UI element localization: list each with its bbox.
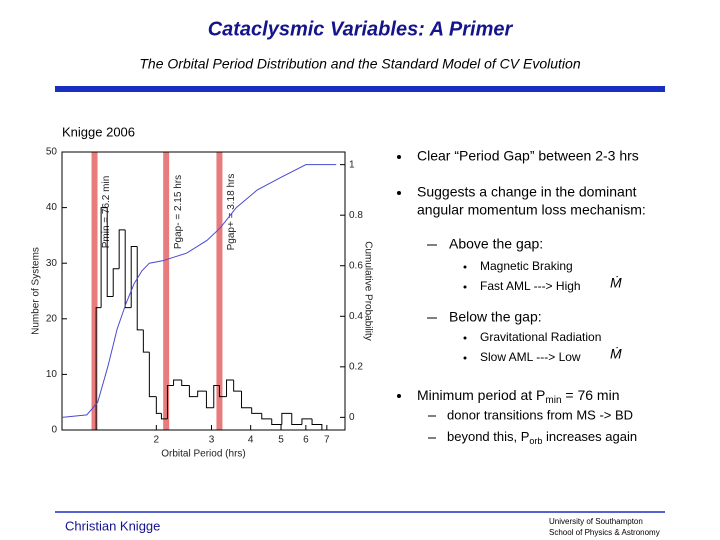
- subscript: min: [545, 395, 561, 406]
- annotation-label: Pgap+ = 3.18 hrs: [226, 174, 237, 251]
- bullet: [397, 191, 401, 195]
- histogram-bar: [271, 418, 282, 425]
- annotation-label: Pmin = 76.2 min: [101, 176, 112, 249]
- y2-axis-label: Cumulative Probability: [362, 241, 373, 341]
- cumulative-line: [61, 164, 337, 418]
- bullet: [463, 265, 467, 269]
- item-text: Fast AML ---> High: [480, 279, 581, 293]
- mdot-symbol: Ṁ: [610, 346, 622, 362]
- item-text: Slow AML ---> Low: [480, 350, 581, 364]
- histogram-bar: [148, 352, 157, 398]
- histogram-bar: [95, 307, 102, 430]
- y-tick-label: 40: [46, 202, 58, 213]
- chart: Pmin = 76.2 min Pgap- = 2.15 hrs Pgap+ = 3…: [31, 147, 374, 460]
- title: Cataclysmic Variables: A Primer: [208, 18, 514, 40]
- y2-tick-label: 1: [349, 159, 355, 170]
- histogram-bar: [136, 246, 144, 331]
- histogram-bar: [173, 379, 182, 386]
- histogram-bar: [233, 379, 242, 392]
- histogram-bar: [218, 385, 227, 398]
- x-tick-label: 5: [278, 435, 284, 446]
- footer-institution: School of Physics & Astronomy: [549, 528, 660, 537]
- subtitle: The Orbital Period Distribution and the …: [139, 56, 580, 72]
- bullet-text: angular momentum loss mechanism:: [417, 202, 646, 218]
- y-axis-label: Number of Systems: [31, 247, 42, 335]
- histogram-bar: [226, 379, 234, 397]
- histogram-bar: [100, 207, 108, 308]
- sub-bullet-text: beyond this, Porb increases again: [447, 429, 637, 446]
- y-tick-label: 50: [46, 147, 58, 158]
- sub-bullet-text: Below the gap:: [449, 309, 542, 325]
- x-axis-label: Orbital Period (hrs): [161, 449, 245, 460]
- y2-tick-label: 0.6: [349, 260, 363, 271]
- mdot-symbol: Ṁ: [610, 275, 622, 291]
- period-band: [163, 152, 170, 430]
- text-part: beyond this, P: [447, 429, 529, 444]
- histogram-bar: [188, 385, 198, 398]
- period-band: [91, 152, 98, 430]
- item-text: Magnetic Braking: [480, 259, 573, 273]
- text-part: = 76 min: [562, 387, 620, 403]
- header-rule: [55, 86, 665, 92]
- annotation-label: Pgap- = 2.15 hrs: [173, 175, 184, 249]
- histogram-bar: [301, 418, 313, 425]
- histogram-bar: [181, 379, 190, 387]
- x-tick-label: 3: [209, 435, 215, 446]
- figure-caption: Knigge 2006: [62, 124, 135, 139]
- histogram-bar: [281, 412, 292, 425]
- bullet: [397, 394, 401, 398]
- x-tick-label: 4: [248, 435, 254, 446]
- histogram-bar: [213, 385, 220, 408]
- footer-author: Christian Knigge: [65, 518, 160, 533]
- histogram-bar: [241, 391, 252, 409]
- y2-tick-label: 0.2: [349, 361, 363, 372]
- text-part: increases again: [542, 429, 637, 444]
- histogram-bar: [197, 390, 207, 397]
- subscript: orb: [529, 436, 542, 446]
- bullet-text: Minimum period at Pmin = 76 min: [417, 387, 620, 406]
- y2-tick-label: 0: [349, 412, 355, 423]
- sub-bullet-text: donor transitions from MS -> BD: [447, 407, 633, 422]
- plot-frame: [61, 151, 346, 431]
- histogram-bar: [291, 413, 302, 425]
- histogram-bar: [118, 229, 126, 269]
- bullet-text: Clear “Period Gap” between 2-3 hrs: [417, 148, 639, 164]
- y-tick-label: 20: [46, 313, 58, 324]
- histogram-bar: [166, 385, 174, 419]
- histogram-bar: [106, 207, 114, 298]
- histogram-bar: [160, 413, 168, 420]
- histogram-bar: [142, 329, 150, 353]
- x-tick-label: 6: [303, 435, 309, 446]
- histogram-bar: [124, 229, 132, 309]
- bullet: [463, 285, 467, 289]
- y2-tick-label: 0.4: [349, 311, 363, 322]
- histogram-bar: [155, 396, 162, 414]
- y-tick-label: 10: [46, 369, 58, 380]
- sub-bullet-text: Above the gap:: [449, 236, 543, 252]
- period-band: [216, 152, 223, 430]
- histogram-bar: [205, 391, 214, 409]
- bullet: [397, 155, 401, 159]
- y-tick-label: 0: [51, 425, 57, 436]
- y2-tick-label: 0.8: [349, 210, 363, 221]
- bullet-text: Suggests a change in the dominant: [417, 184, 637, 200]
- histogram-bar: [311, 418, 323, 430]
- item-text: Gravitational Radiation: [480, 330, 601, 344]
- histogram-bar: [112, 268, 120, 297]
- histogram-bar: [251, 407, 262, 414]
- histogram-bar: [130, 246, 138, 308]
- histogram-bar: [261, 413, 272, 420]
- y-tick-label: 30: [46, 258, 58, 269]
- bullet: [463, 336, 467, 340]
- text-part: Minimum period at P: [417, 387, 545, 403]
- x-tick-label: 2: [154, 435, 160, 446]
- footer-institution: University of Southampton: [549, 517, 643, 526]
- bullet: [463, 356, 467, 360]
- x-tick-label: 7: [324, 435, 330, 446]
